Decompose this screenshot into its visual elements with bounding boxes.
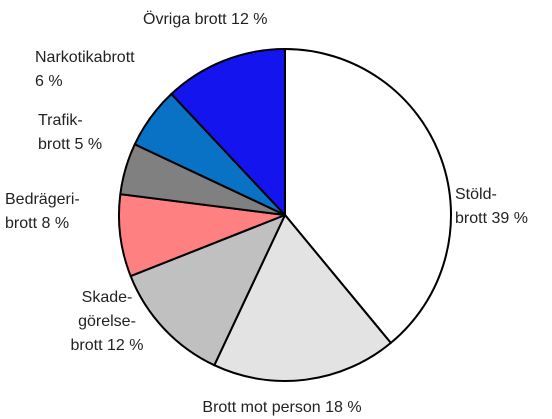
value-label: 18 % bbox=[325, 399, 361, 416]
label-line: Övriga brott bbox=[143, 10, 227, 28]
label-line: brott bbox=[38, 136, 71, 153]
value-label: 12 % bbox=[107, 337, 143, 354]
slice-label: Skade-görelse-brott 12 % bbox=[71, 289, 144, 354]
value-label: 39 % bbox=[491, 210, 527, 227]
label-line: Bedrägeri- bbox=[5, 191, 80, 208]
slice-label: Bedrägeri-brott 8 % bbox=[5, 191, 80, 232]
value-label: 6 % bbox=[35, 73, 63, 90]
label-line: Stöld- bbox=[455, 186, 497, 203]
value-label: 12 % bbox=[231, 11, 267, 28]
slice-label: Stöld-brott 39 % bbox=[455, 186, 528, 227]
value-label: 5 % bbox=[74, 136, 102, 153]
slice-label: Trafik-brott 5 % bbox=[38, 112, 102, 153]
slice-label: Övriga brott 12 % bbox=[143, 10, 268, 28]
pie-slice bbox=[170, 48, 286, 216]
label-line: brott bbox=[455, 210, 488, 227]
label-line: görelse- bbox=[78, 313, 136, 330]
slice-label: Brott mot person 18 % bbox=[202, 399, 361, 416]
label-line: brott bbox=[5, 215, 38, 232]
label-line: Skade- bbox=[82, 289, 133, 306]
pie-slice bbox=[213, 214, 392, 382]
slice-label: Narkotikabrott 6 % bbox=[35, 49, 135, 90]
pie-slice bbox=[284, 48, 452, 344]
pie-slice bbox=[129, 214, 286, 367]
label-line: brott bbox=[71, 337, 104, 354]
label-line: Narkotikabrott bbox=[35, 49, 135, 66]
label-line: Trafik- bbox=[38, 112, 83, 129]
value-label: 8 % bbox=[41, 215, 69, 232]
label-line: Brott mot person bbox=[202, 399, 320, 416]
